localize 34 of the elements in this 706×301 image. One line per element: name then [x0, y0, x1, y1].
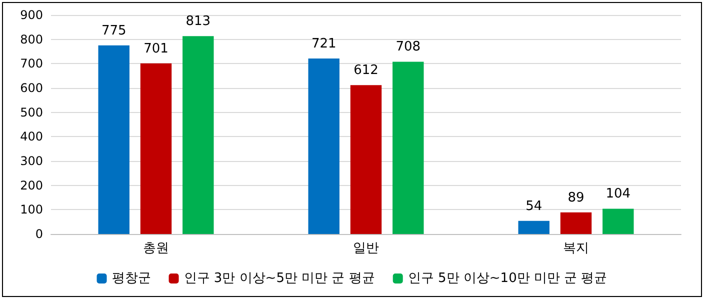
bar [560, 212, 592, 234]
bar [350, 85, 382, 234]
x-tick-label: 총원 [143, 241, 169, 256]
data-label: 54 [526, 198, 542, 214]
y-tick-label: 0 [35, 227, 43, 241]
bar [392, 62, 424, 234]
bar [182, 36, 214, 234]
data-label: 612 [354, 63, 378, 78]
x-tick-label: 일반 [353, 241, 379, 256]
y-tick-label: 700 [20, 56, 43, 71]
y-tick-label: 600 [20, 81, 43, 95]
bar [98, 45, 130, 234]
y-tick-label: 800 [20, 32, 43, 46]
data-label: 708 [396, 40, 421, 55]
legend-label: 인구 3만 이상~5만 미만 군 평균 [184, 271, 375, 286]
bar [518, 220, 550, 234]
data-label: 813 [186, 14, 211, 30]
y-tick-label: 500 [20, 105, 43, 120]
legend-label: 인구 5만 이상~10만 미만 군 평균 [408, 271, 608, 286]
data-label: 775 [101, 23, 126, 38]
bar [602, 208, 634, 234]
data-label: 701 [144, 41, 168, 56]
y-tick-label: 300 [20, 154, 43, 168]
legend-label: 평창군 [112, 271, 151, 286]
data-label: 721 [311, 36, 336, 52]
bar [308, 58, 340, 234]
y-tick-label: 900 [20, 8, 43, 22]
y-tick-label: 400 [20, 130, 43, 144]
x-tick-label: 복지 [563, 241, 589, 256]
y-tick-label: 200 [20, 178, 43, 192]
y-tick-label: 100 [20, 202, 43, 217]
bar [140, 63, 172, 234]
data-label: 104 [606, 186, 631, 202]
data-label: 89 [568, 190, 584, 206]
